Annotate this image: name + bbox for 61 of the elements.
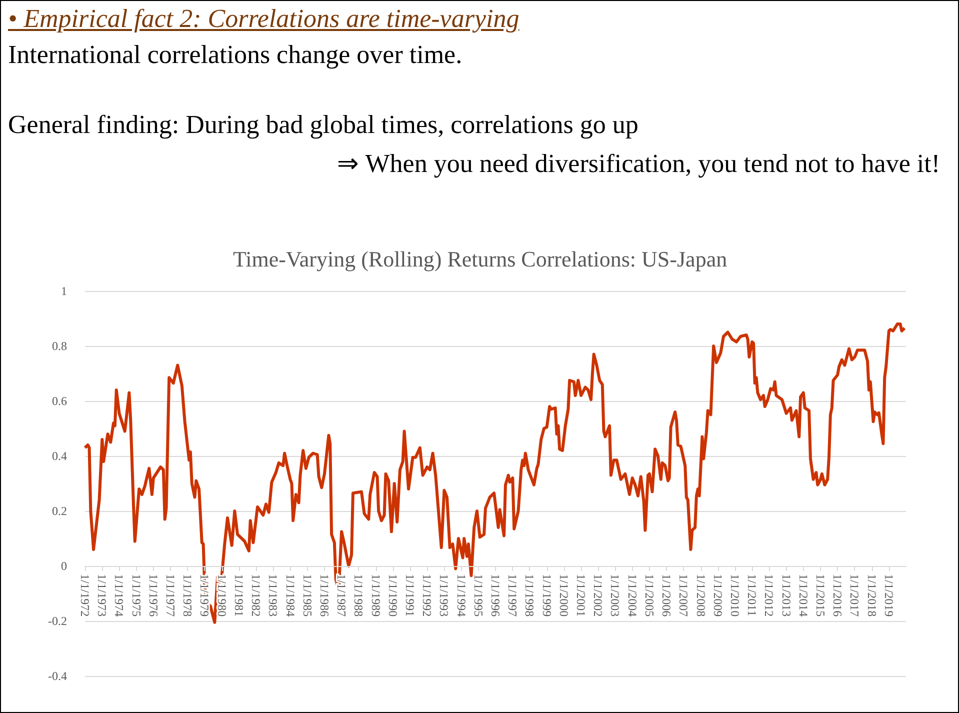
x-tick-label: 1/1/2002 [591, 574, 606, 617]
x-tick-label: 1/1/1999 [540, 574, 554, 617]
x-tick-label: 1/1/2017 [848, 574, 862, 617]
x-tick-label: 1/1/2006 [660, 574, 674, 617]
x-tick-label: 1/1/2010 [728, 574, 742, 617]
x-tick-label: 1/1/1989 [368, 574, 383, 617]
x-tick-label: 1/1/1984 [283, 574, 298, 617]
x-tick-label: 1/1/1983 [266, 574, 280, 617]
text: International correlations change over time. [8, 40, 464, 71]
x-tick-label: 1/1/1987 [334, 574, 349, 617]
y-tick-label: -0.2 [48, 614, 67, 628]
x-tick-label: 1/1/2019 [882, 574, 896, 617]
x-tick-label: 1/1/1972 [78, 574, 92, 617]
x-tick-label: 1/1/2008 [694, 574, 708, 617]
x-tick-label: 1/1/1973 [95, 574, 110, 617]
x-tick-label: 1/1/1991 [402, 574, 417, 617]
x-tick-label: 1/1/2012 [762, 574, 776, 617]
x-tick-label: 1/1/2003 [608, 574, 622, 617]
x-tick-label: 1/1/1977 [164, 574, 178, 617]
x-tick-label: 1/1/2014 [796, 574, 810, 617]
x-tick-label: 1/1/1994 [454, 574, 468, 617]
text: • Empirical fact 2: Correlations are time-varying [8, 4, 520, 35]
y-tick-label: 0.2 [52, 504, 67, 518]
x-tick-label: 1/1/2013 [779, 574, 794, 617]
x-tick-label: 1/1/1996 [488, 574, 502, 617]
x-tick-label: 1/1/2005 [642, 574, 656, 617]
x-tick-label: 1/1/1978 [180, 574, 195, 617]
x-tick-label: 1/1/1980 [214, 574, 229, 617]
x-tick-label: 1/1/1995 [471, 574, 486, 617]
x-tick-label: 1/1/1988 [352, 574, 366, 617]
y-tick-label: 0.6 [52, 394, 67, 408]
text: ⇒ When you need diversification, you tend not to have it! [336, 148, 941, 179]
x-tick-label: 1/1/1985 [300, 574, 314, 617]
y-tick-label: 0.4 [52, 449, 67, 463]
x-tick-label: 1/1/2007 [676, 574, 691, 617]
x-tick-label: 1/1/2016 [830, 574, 845, 617]
x-tick-label: 1/1/1976 [146, 574, 160, 617]
text: General finding: During bad global times, correlations go up [8, 110, 640, 141]
x-tick-label: 1/1/1992 [420, 574, 434, 617]
x-tick-label: 1/1/1998 [522, 574, 537, 617]
x-tick-label: 1/1/1993 [437, 574, 452, 617]
x-tick-label: 1/1/1981 [232, 574, 246, 617]
x-tick-label: 1/1/1974 [112, 574, 126, 617]
chart-title: Time-Varying (Rolling) Returns Correlations: US-Japan [232, 246, 728, 272]
x-tick-label: 1/1/1975 [129, 574, 144, 617]
x-tick-label: 1/1/1997 [506, 574, 520, 617]
y-tick-label: 1 [61, 284, 67, 298]
y-tick-label: 0.8 [52, 339, 67, 353]
x-tick-label: 1/1/1979 [198, 574, 212, 617]
x-tick-label: 1/1/2011 [745, 574, 760, 616]
y-tick-label: -0.4 [48, 669, 67, 683]
x-tick-label: 1/1/1986 [317, 574, 332, 617]
x-tick-label: 1/1/2004 [625, 574, 640, 617]
x-tick-label: 1/1/2015 [813, 574, 828, 617]
x-tick-label: 1/1/1990 [386, 574, 400, 617]
x-tick-label: 1/1/2018 [864, 574, 879, 617]
x-tick-label: 1/1/2000 [556, 574, 571, 617]
y-tick-label: 0 [61, 559, 67, 573]
x-tick-label: 1/1/2001 [574, 574, 588, 617]
x-tick-label: 1/1/2009 [710, 574, 725, 617]
x-tick-label: 1/1/1982 [249, 574, 264, 617]
